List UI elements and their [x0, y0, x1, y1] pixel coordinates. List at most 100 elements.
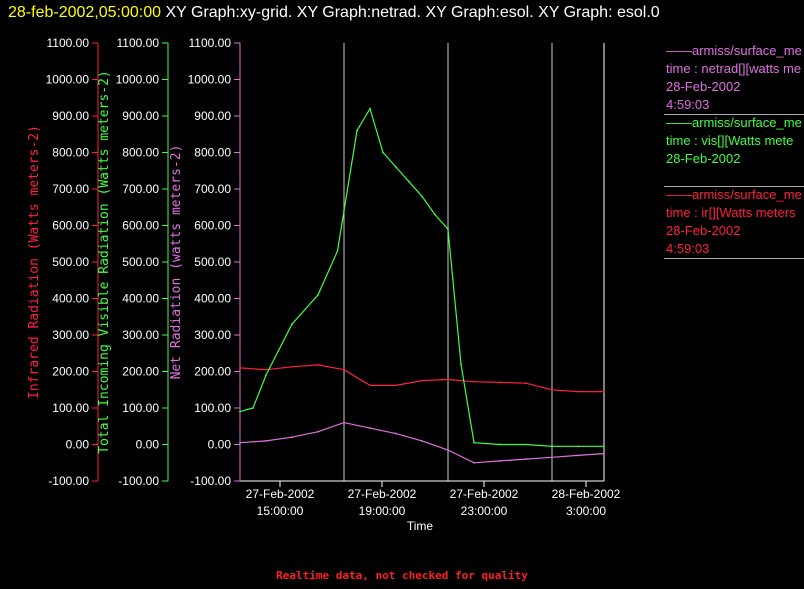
x-tick-label-time-2: 23:00:00	[461, 504, 508, 518]
quality-notice: Realtime data, not checked for quality	[276, 569, 528, 582]
series-point-ir-14	[603, 390, 605, 393]
legend-desc-1: time : vis[][Watts mete	[666, 133, 794, 148]
y-tick-label-2-8: 300.00	[194, 328, 231, 342]
series-point-netrad-8	[447, 449, 449, 451]
series-point-ir-5	[369, 384, 371, 387]
series-line-vis	[239, 107, 604, 447]
y-tick-label-0-5: 600.00	[52, 219, 89, 233]
series-point-vis-21	[603, 445, 605, 448]
legend-separator-1	[664, 186, 804, 187]
y-tick-label-0-4: 700.00	[52, 182, 89, 196]
y-tick-label-0-7: 400.00	[52, 292, 89, 306]
series-point-ir-10	[499, 381, 501, 384]
y-tick-label-1-8: 300.00	[122, 328, 159, 342]
y-tick-label-1-10: 100.00	[122, 401, 159, 415]
series-point-vis-16	[473, 441, 475, 444]
y-tick-label-2-2: 900.00	[194, 109, 231, 123]
series-point-netrad-1	[265, 439, 267, 442]
legend-date-2: 28-Feb-2002	[666, 223, 741, 238]
y-tick-label-1-1: 1000.00	[116, 73, 160, 87]
series-point-vis-6	[343, 210, 345, 212]
series-point-netrad-2	[291, 436, 293, 439]
series-point-ir-11	[525, 382, 527, 385]
y-tick-label-0-12: -100.00	[48, 474, 89, 488]
series-point-netrad-13	[577, 454, 579, 457]
y-tick-label-0-8: 300.00	[52, 328, 89, 342]
y-tick-label-1-4: 700.00	[122, 182, 159, 196]
y-tick-label-0-3: 800.00	[52, 146, 89, 160]
x-tick-label-date-0: 27-Feb-2002	[246, 487, 315, 501]
series-point-ir-12	[551, 388, 553, 391]
x-tick-label-time-3: 3:00:00	[566, 504, 606, 518]
series-point-ir-6	[395, 384, 397, 387]
series-point-netrad-12	[551, 456, 553, 459]
y-tick-label-1-6: 500.00	[122, 255, 159, 269]
legend-time-2: 4:59:03	[666, 241, 710, 256]
series-point-ir-1	[265, 368, 267, 371]
x-tick-label-time-1: 19:00:00	[359, 504, 406, 518]
series-point-vis-17	[499, 443, 501, 446]
legend-separator-0	[664, 114, 804, 115]
series-point-netrad-6	[395, 432, 397, 435]
legend-separator-2	[664, 258, 804, 259]
y-tick-label-1-12: -100.00	[118, 474, 159, 488]
series-point-ir-0	[239, 366, 241, 369]
series-point-vis-7	[356, 129, 358, 132]
y-tick-label-1-2: 900.00	[122, 109, 159, 123]
y-tick-label-1-11: 0.00	[136, 438, 160, 452]
title-timestamp: 28-feb-2002,05:00:00	[8, 4, 162, 21]
y-tick-label-2-4: 700.00	[194, 182, 231, 196]
series-point-vis-18	[525, 443, 527, 446]
series-point-vis-14	[447, 228, 449, 231]
y-tick-label-2-0: 1100.00	[189, 36, 232, 50]
series-point-ir-8	[447, 378, 449, 381]
y-tick-label-2-12: -100.00	[190, 474, 231, 488]
y-tick-label-1-9: 200.00	[122, 365, 159, 379]
series-point-vis-10	[395, 166, 397, 169]
y-tick-label-2-9: 200.00	[194, 365, 231, 379]
series-line-netrad	[239, 421, 605, 464]
x-axis-label: Time	[407, 519, 434, 533]
series-point-ir-7	[421, 379, 423, 382]
series-point-ir-3	[317, 364, 319, 366]
series-point-vis-2	[265, 374, 267, 377]
series-point-ir-9	[473, 380, 475, 383]
y-tick-label-0-1: 1000.00	[46, 73, 90, 87]
y-tick-label-2-10: 100.00	[194, 401, 231, 415]
legend-time-0: 4:59:03	[666, 97, 710, 112]
y-tick-label-1-0: 1100.00	[117, 36, 160, 50]
y-tick-label-2-7: 400.00	[194, 292, 231, 306]
x-tick-label-date-2: 27-Feb-2002	[450, 487, 519, 501]
chart-title: 28-feb-2002,05:00:00 XY Graph:xy-grid. X…	[8, 2, 798, 24]
y-axis-label-1: Total Incoming Visible Radiation (Watts …	[97, 70, 112, 454]
series-point-ir-13	[577, 390, 579, 393]
series-point-netrad-0	[239, 441, 241, 444]
legend-name-1: ——armiss/surface_me	[666, 115, 802, 130]
series-point-vis-11	[408, 180, 410, 183]
series-point-vis-19	[551, 445, 553, 448]
legend-desc-2: time : ir[][Watts meters	[666, 205, 796, 220]
y-tick-label-1-7: 400.00	[122, 292, 159, 306]
y-tick-label-0-11: 0.00	[66, 438, 90, 452]
y-tick-label-1-5: 600.00	[122, 219, 159, 233]
series-point-netrad-3	[317, 430, 319, 433]
series-point-vis-15	[460, 363, 462, 366]
series-point-ir-2	[291, 365, 293, 368]
legend-desc-0: time : netrad[][watts me	[666, 61, 802, 76]
series-point-vis-0	[239, 410, 241, 413]
series-point-netrad-4	[343, 421, 345, 424]
legend-date-1: 28-Feb-2002	[666, 151, 741, 166]
title-text: XY Graph:xy-grid. XY Graph:netrad. XY Gr…	[161, 4, 660, 21]
series-point-vis-4	[317, 293, 319, 296]
y-axis-label-0: Infrared Radiation (Watts meters-2)	[27, 125, 42, 399]
y-tick-label-0-10: 100.00	[52, 401, 89, 415]
series-point-netrad-5	[369, 427, 371, 429]
x-tick-label-date-3: 28-Feb-2002	[552, 487, 621, 501]
y-tick-label-0-9: 200.00	[52, 365, 89, 379]
y-axis-label-2: Net Radiation (watts meters-2)	[169, 145, 184, 380]
series-point-vis-8	[369, 107, 371, 110]
series-point-vis-3	[291, 323, 293, 325]
legend-name-2: ——armiss/surface_me	[666, 187, 802, 202]
y-tick-label-0-2: 900.00	[52, 109, 89, 123]
